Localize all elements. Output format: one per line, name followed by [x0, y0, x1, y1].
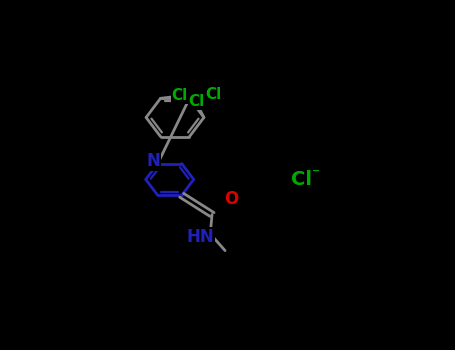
Text: N: N — [147, 152, 161, 170]
Text: Cl: Cl — [172, 88, 188, 103]
Text: O: O — [224, 190, 238, 208]
Text: Cl: Cl — [189, 94, 205, 109]
Text: Cl: Cl — [292, 170, 313, 189]
Text: HN: HN — [187, 228, 214, 246]
Text: Cl: Cl — [205, 87, 222, 102]
Text: ⁻: ⁻ — [312, 167, 320, 182]
